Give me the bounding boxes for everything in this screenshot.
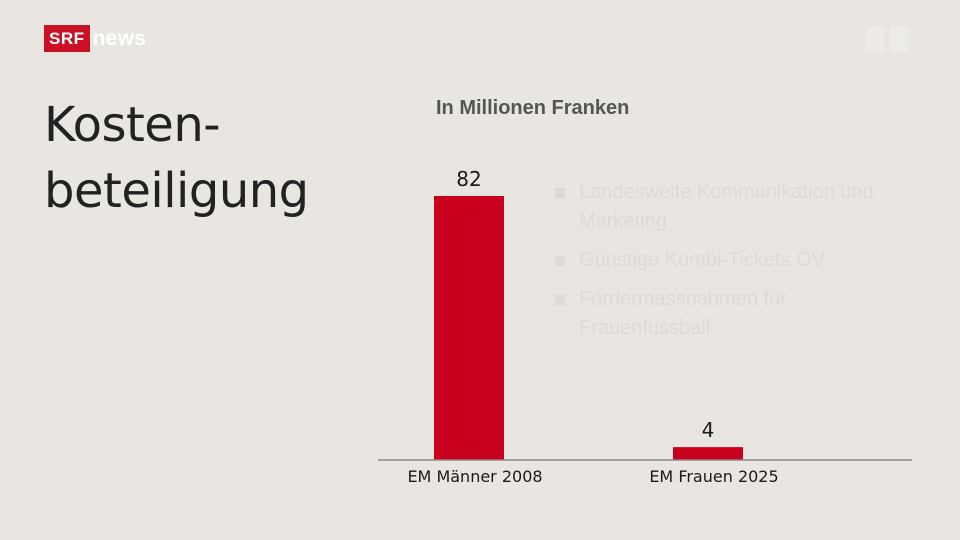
category-label-2: EM Frauen 2025 — [649, 467, 778, 486]
srf-news-logo: SRF news — [44, 25, 146, 52]
broadcast-corner-icon — [866, 26, 916, 52]
category-label-1: EM Männer 2008 — [407, 467, 542, 486]
title-line-1: Kosten- — [44, 97, 221, 153]
logo-srf-mark: SRF — [44, 25, 90, 52]
chart-unit-label: In Millionen Franken — [436, 97, 630, 119]
faded-bullet-item: Fördermassnahmen für Frauenfussball — [555, 285, 895, 343]
value-label-1: 82 — [456, 167, 481, 191]
faded-bullet-list: Landesweite Kommunikation und Marketing … — [555, 178, 895, 353]
title-line-2: beteiligung — [44, 163, 309, 219]
faded-bullet-item: Günstige Kombi-Tickets ÖV — [555, 246, 895, 275]
bar-2 — [673, 447, 743, 460]
page-title: Kosten- beteiligung — [44, 92, 309, 224]
faded-bullet-item: Landesweite Kommunikation und Marketing — [555, 178, 895, 236]
value-label-2: 4 — [702, 418, 715, 442]
logo-news-wordmark: news — [92, 26, 147, 50]
corner-block-right — [890, 26, 908, 52]
corner-block-left — [866, 26, 884, 52]
bar-1 — [434, 196, 504, 460]
